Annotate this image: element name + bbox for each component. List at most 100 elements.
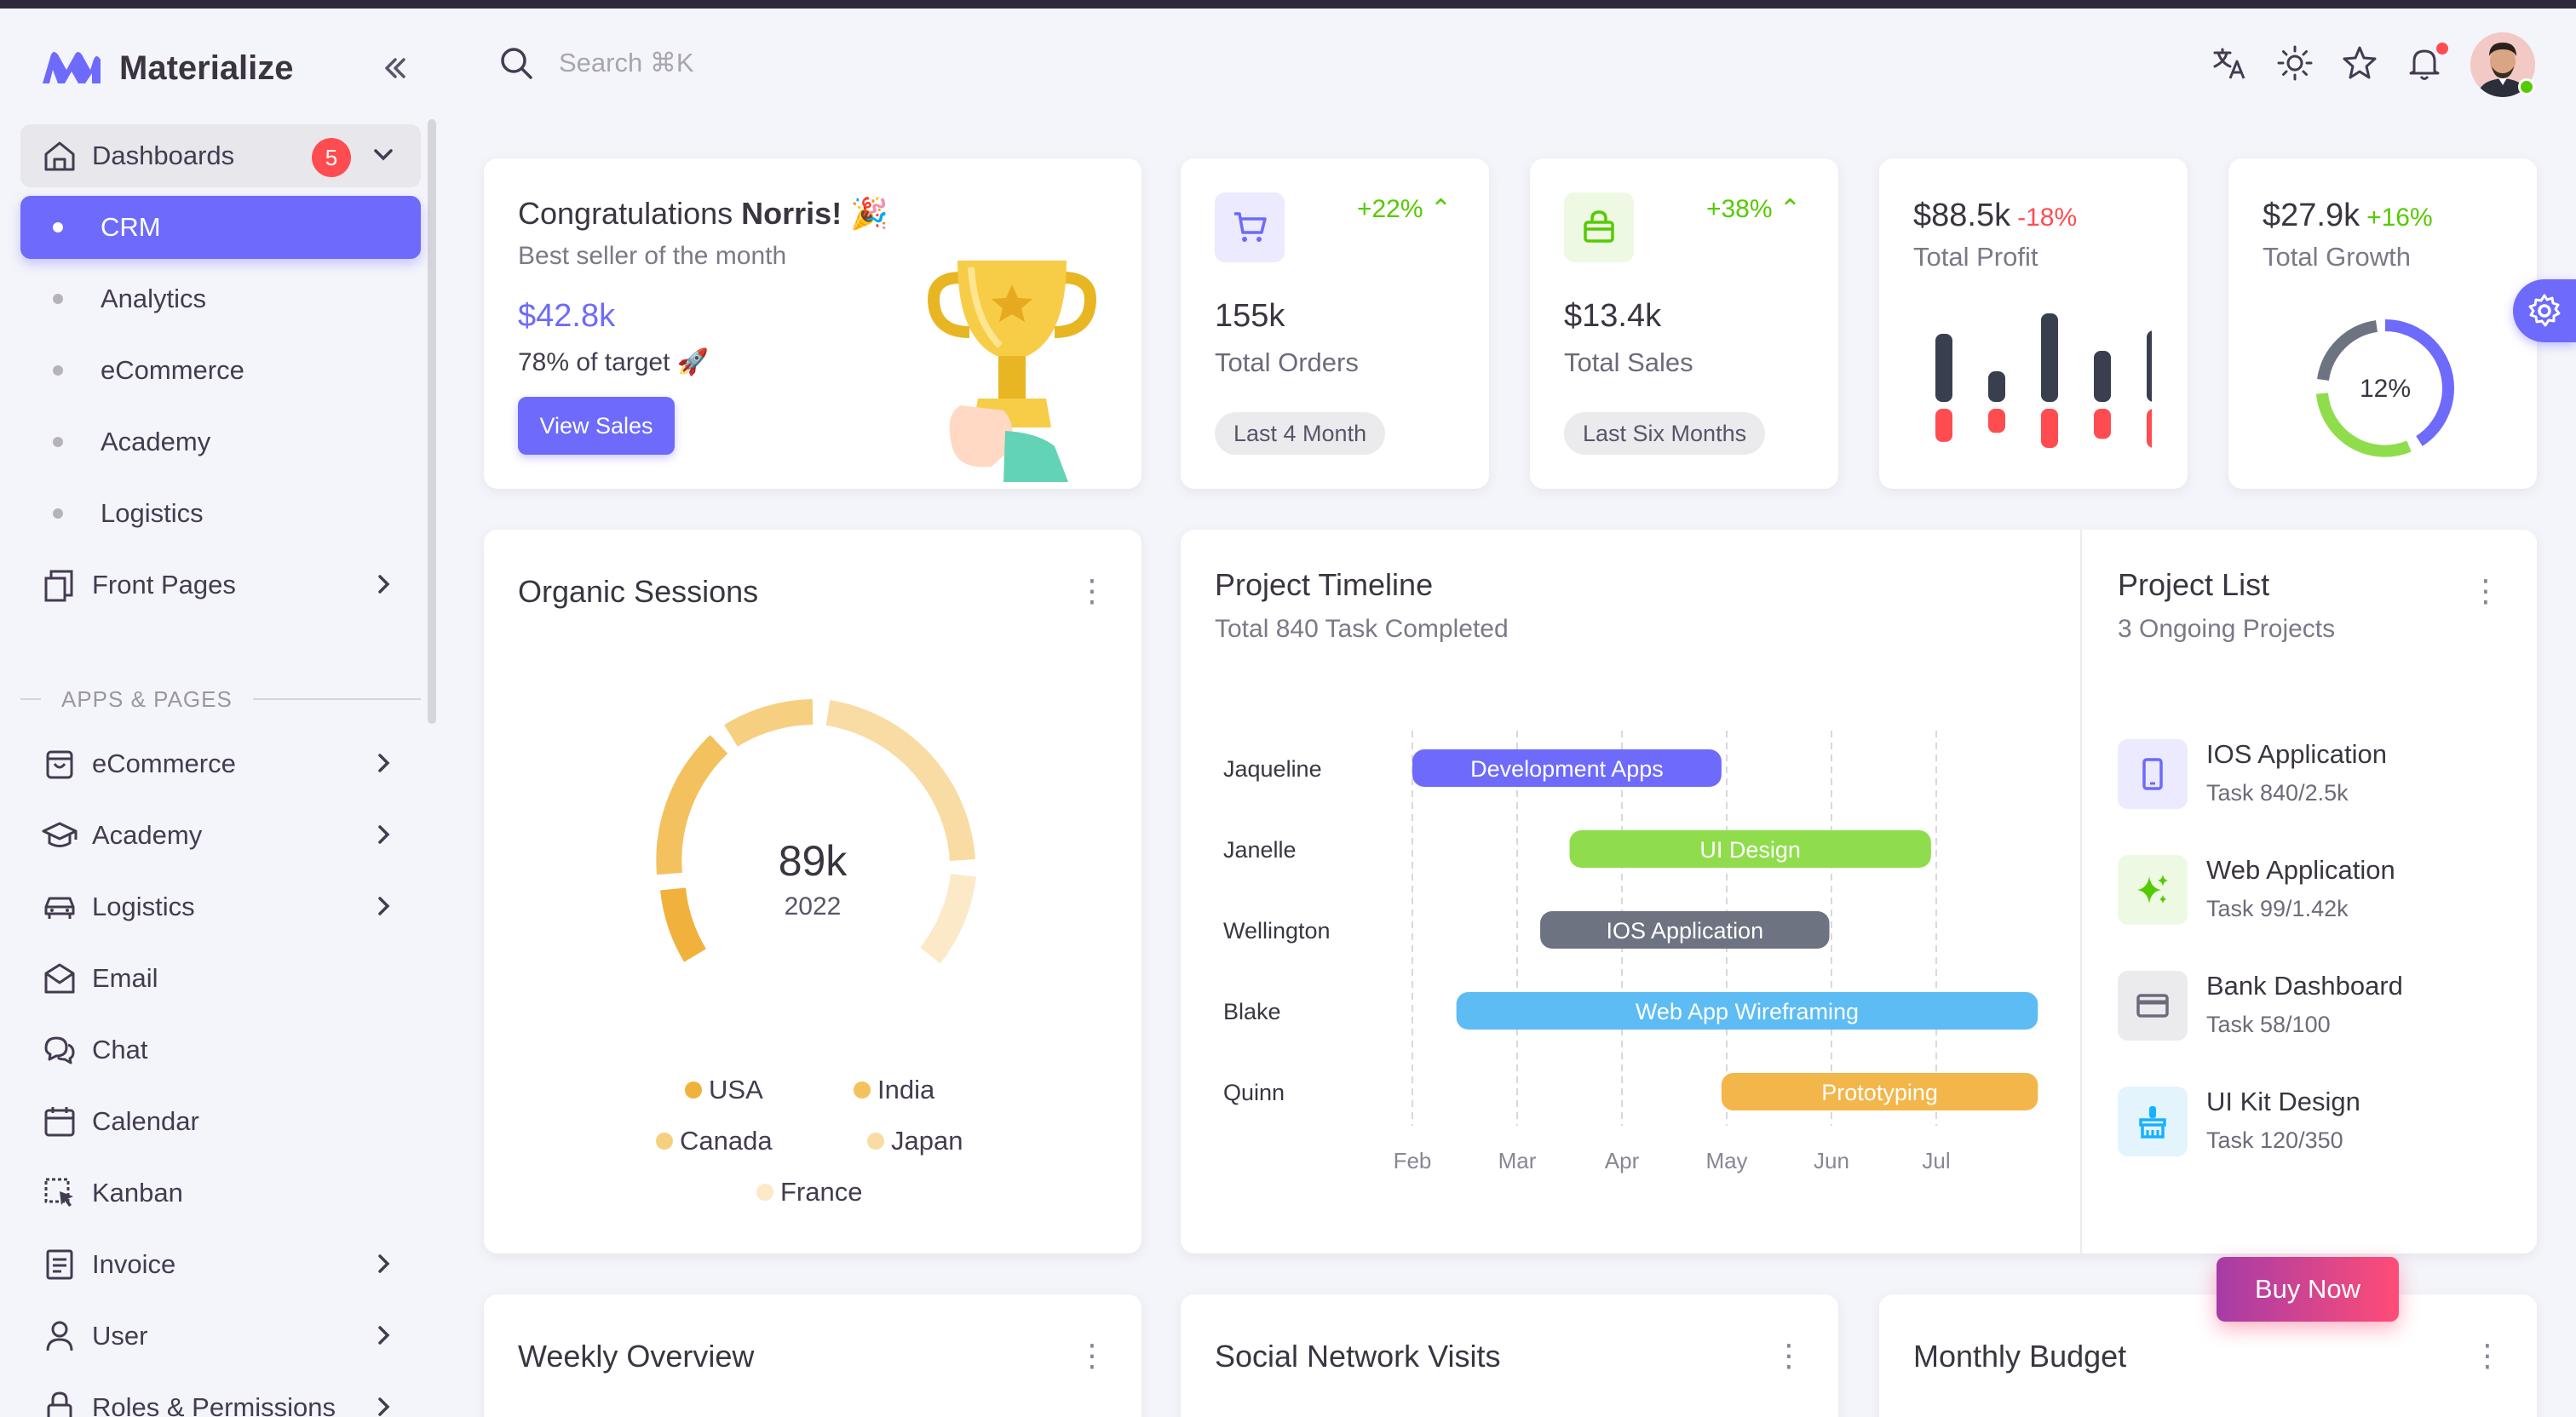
timeline-month-label: Jun — [1814, 1148, 1849, 1173]
more-options-icon[interactable]: ⋮ — [1077, 1338, 1107, 1373]
sidebar-item-email[interactable]: Email — [20, 947, 421, 1010]
customizer-settings-button[interactable] — [2513, 279, 2576, 342]
calendar-icon — [44, 1107, 75, 1137]
chevron-right-icon — [378, 1326, 390, 1345]
project-timeline-subtitle: Total 840 Task Completed — [1215, 615, 1509, 643]
online-status-dot — [2518, 78, 2535, 95]
chevron-right-icon — [378, 1254, 390, 1273]
timeline-month-label: Mar — [1498, 1148, 1537, 1173]
timeline-task-label: UI Design — [1699, 837, 1801, 863]
congrats-subtitle: Best seller of the month — [518, 242, 787, 270]
chevron-right-icon — [378, 575, 390, 594]
buy-now-button[interactable]: Buy Now — [2217, 1257, 2399, 1322]
sidebar-item-academy[interactable]: Academy — [20, 804, 421, 867]
sidebar-item-front-pages[interactable]: Front Pages — [20, 554, 421, 617]
sidebar-item-user[interactable]: User — [20, 1305, 421, 1368]
project-task: Task 120/350 — [2206, 1127, 2343, 1153]
brand[interactable]: Materialize — [39, 43, 294, 94]
timeline-task-bar[interactable] — [1540, 911, 1830, 949]
chevron-right-icon — [378, 1397, 390, 1416]
chevron-right-icon — [378, 825, 390, 844]
graduation-cap-icon — [42, 822, 78, 847]
timeline-task-bar[interactable] — [1569, 830, 1931, 868]
sidebar-item-ecommerce[interactable]: eCommerce — [20, 732, 421, 795]
growth-center-label: 12% — [2360, 375, 2411, 403]
view-sales-button[interactable]: View Sales — [518, 397, 675, 455]
sidebar-item-dashboards[interactable]: Dashboards 5 — [20, 124, 421, 187]
trophy-illustration-icon — [928, 261, 1096, 482]
sidebar-item-crm[interactable]: CRM — [20, 196, 421, 259]
project-list-item[interactable]: Web Application Task 99/1.42k — [2118, 846, 2510, 935]
star-icon[interactable] — [2339, 43, 2380, 83]
translate-icon[interactable] — [2210, 43, 2251, 83]
social-network-visits-card: Social Network Visits ⋮ — [1181, 1294, 1838, 1417]
sidebar-item-label: Calendar — [92, 1106, 199, 1136]
shopping-bag-icon — [46, 750, 73, 779]
total-orders-card: +22% ⌃ 155k Total Orders Last 4 Month — [1181, 158, 1489, 489]
sidebar-item-ecommerce-dashboard[interactable]: eCommerce — [20, 339, 421, 402]
collapse-sidebar-icon[interactable] — [375, 49, 412, 87]
sidebar-item-chat[interactable]: Chat — [20, 1018, 421, 1081]
panel-divider — [2080, 530, 2082, 1254]
search-icon[interactable] — [497, 44, 535, 82]
profit-bar-bottom — [2147, 409, 2152, 448]
sidebar-item-logistics-dashboard[interactable]: Logistics — [20, 482, 421, 545]
sidebar-item-academy-dashboard[interactable]: Academy — [20, 410, 421, 473]
project-name: Web Application — [2206, 855, 2395, 885]
legend-swatch — [656, 1133, 673, 1150]
timeline-task-bar[interactable] — [1412, 749, 1722, 787]
timeline-task-bar[interactable] — [1456, 992, 2038, 1030]
total-profit-card: $88.5k -18% Total Profit — [1879, 158, 2188, 489]
sales-period-chip: Last Six Months — [1564, 412, 1766, 455]
project-list-item[interactable]: IOS Application Task 840/2.5k — [2118, 731, 2510, 819]
timeline-person-label: Janelle — [1223, 837, 1297, 863]
sidebar-scrollbar[interactable] — [428, 119, 436, 724]
legend-item-usa: USA — [685, 1075, 763, 1105]
project-list-item[interactable]: UI Kit Design Task 120/350 — [2118, 1078, 2510, 1167]
sidebar-item-label: Analytics — [101, 284, 207, 313]
sidebar-item-analytics[interactable]: Analytics — [20, 267, 421, 330]
project-task: Task 58/100 — [2206, 1012, 2331, 1037]
user-icon — [46, 1321, 73, 1351]
sidebar-item-calendar[interactable]: Calendar — [20, 1090, 421, 1153]
profit-bar-bottom — [2094, 409, 2111, 439]
more-options-icon[interactable]: ⋮ — [1774, 1338, 1804, 1373]
bell-icon[interactable] — [2404, 43, 2445, 83]
sidebar-item-roles-permissions[interactable]: Roles & Permissions — [20, 1376, 421, 1417]
project-list-item[interactable]: Bank Dashboard Task 58/100 — [2118, 962, 2510, 1051]
orders-period-chip: Last 4 Month — [1215, 412, 1386, 455]
profit-bar-top — [1935, 334, 1952, 402]
sidebar-item-label: Chat — [92, 1035, 148, 1064]
sidebar-item-label: Academy — [101, 427, 211, 456]
profit-amount: $88.5k — [1913, 198, 2011, 233]
timeline-task-bar[interactable] — [1721, 1073, 2038, 1110]
sidebar-item-logistics[interactable]: Logistics — [20, 875, 421, 938]
sun-icon[interactable] — [2274, 43, 2315, 83]
total-growth-card: $27.9k +16% Total Growth 12% — [2228, 158, 2537, 489]
brush-icon — [2118, 1087, 2188, 1156]
profit-change: -18% — [2017, 204, 2078, 232]
sidebar-item-kanban[interactable]: Kanban — [20, 1162, 421, 1225]
timeline-task-label: Development Apps — [1470, 756, 1664, 782]
legend-swatch — [685, 1081, 702, 1099]
sidebar-item-invoice[interactable]: Invoice — [20, 1233, 421, 1296]
shopping-bag-icon — [1564, 192, 1634, 262]
bullet-dot-icon — [53, 437, 63, 447]
more-options-icon[interactable]: ⋮ — [2470, 573, 2501, 608]
lock-icon — [47, 1391, 72, 1417]
sales-change-value: +38% — [1705, 195, 1773, 223]
legend-label: Canada — [680, 1126, 773, 1156]
legend-label: France — [780, 1177, 863, 1207]
more-options-icon[interactable]: ⋮ — [2472, 1338, 2503, 1373]
growth-donut-chart: 12% — [2316, 319, 2455, 457]
project-name: UI Kit Design — [2206, 1087, 2360, 1116]
congrats-title-prefix: Congratulations — [518, 196, 742, 231]
sidebar-item-label: Logistics — [92, 892, 195, 921]
search-input[interactable] — [559, 41, 1070, 85]
legend-label: Japan — [891, 1126, 963, 1156]
more-options-icon[interactable]: ⋮ — [1077, 573, 1107, 608]
social-network-visits-title: Social Network Visits — [1215, 1339, 1501, 1374]
legend-swatch — [867, 1133, 884, 1150]
sidebar-item-label: Invoice — [92, 1249, 176, 1279]
gear-icon — [2528, 294, 2561, 327]
